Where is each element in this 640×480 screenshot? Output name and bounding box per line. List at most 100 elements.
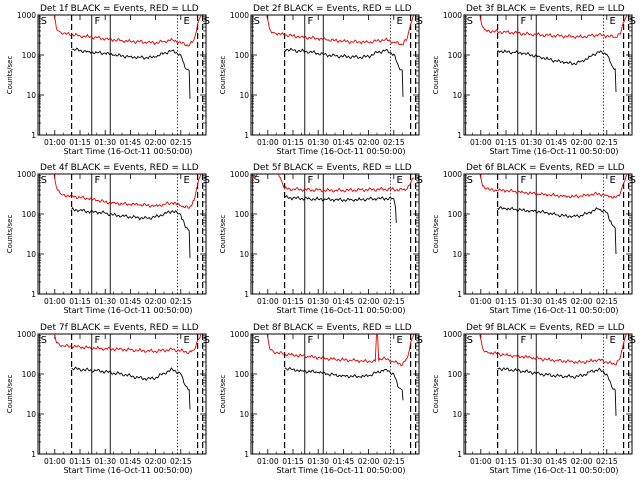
x-axis-label: Start Time (16-Oct-11 00:50:00) <box>276 466 405 475</box>
y-tick-label: 1000 <box>17 330 36 339</box>
chart-panel-7: Det 7f BLACK = Events, RED = LLD 1 10 100 10… <box>6 323 210 475</box>
y-axis-label: Counts/sec <box>432 375 440 414</box>
x-tick-label: 01:15 <box>495 138 517 147</box>
x-tick-label: 01:00 <box>470 457 492 466</box>
chart-panel-3: Det 3f BLACK = Events, RED = LLD 1 10 100 10… <box>432 4 636 156</box>
x-tick-label: 01:30 <box>94 297 116 306</box>
phase-marker-s: S <box>417 335 423 346</box>
x-tick-label: 01:30 <box>307 138 329 147</box>
chart-panel-9: Det 9f BLACK = Events, RED = LLD 1 10 100 10… <box>432 323 636 475</box>
y-axis-label: Counts/sec <box>6 56 14 95</box>
x-tick-label: 01:30 <box>307 297 329 306</box>
phase-marker-e: E <box>183 16 189 27</box>
x-tick-label: 02:00 <box>571 297 593 306</box>
plot-area <box>39 15 204 135</box>
chart-title: Det 1f BLACK = Events, RED = LLD <box>40 4 199 14</box>
y-axis-label: Counts/sec <box>219 375 227 414</box>
phase-marker-s: S <box>41 175 47 186</box>
phase-marker-e: E <box>183 175 189 186</box>
y-axis-label: Counts/sec <box>432 56 440 95</box>
phase-marker-e: E <box>609 16 615 27</box>
phase-marker-f: F <box>307 16 313 27</box>
lld-series-line <box>479 15 628 40</box>
lld-series-line <box>53 15 202 47</box>
chart-title: Det 3f BLACK = Events, RED = LLD <box>466 4 625 14</box>
phase-marker-f: F <box>520 175 526 186</box>
lld-series-line <box>266 334 415 367</box>
x-tick-label: 01:45 <box>120 297 142 306</box>
y-tick-label: 1000 <box>17 11 36 20</box>
x-tick-label: 02:15 <box>383 138 405 147</box>
y-tick-label: 10 <box>452 250 462 259</box>
plot-frame <box>250 14 420 136</box>
x-tick-label: 01:45 <box>546 138 568 147</box>
y-tick-label: 1 <box>31 450 36 459</box>
events-series-line <box>284 366 404 401</box>
lld-series-line <box>266 15 415 46</box>
x-tick-label: 01:30 <box>520 138 542 147</box>
x-tick-label: 01:00 <box>470 138 492 147</box>
y-tick-label: 100 <box>22 51 37 60</box>
y-tick-label: 100 <box>448 370 463 379</box>
phase-marker-f: F <box>520 335 526 346</box>
y-tick-label: 1000 <box>230 11 249 20</box>
y-tick-label: 1 <box>31 290 36 299</box>
plot-area <box>465 174 630 294</box>
y-tick-label: 100 <box>235 51 250 60</box>
x-tick-label: 02:15 <box>170 457 192 466</box>
y-tick-label: 1000 <box>443 330 462 339</box>
plot-frame <box>463 333 633 455</box>
x-tick-label: 01:00 <box>44 297 66 306</box>
phase-marker-s: S <box>204 335 210 346</box>
x-tick-label: 01:45 <box>333 457 355 466</box>
phase-marker-f: F <box>520 16 526 27</box>
y-tick-label: 100 <box>448 210 463 219</box>
x-tick-label: 01:45 <box>546 297 568 306</box>
phase-marker-f: F <box>307 175 313 186</box>
chart-panel-5: Det 5f BLACK = Events, RED = LLD 1 10 100 10… <box>219 163 423 315</box>
lld-series-line <box>53 174 202 209</box>
x-tick-label: 01:00 <box>44 138 66 147</box>
plot-frame <box>463 14 633 136</box>
chart-title: Det 4f BLACK = Events, RED = LLD <box>40 163 199 173</box>
lld-series-line <box>479 334 628 366</box>
x-axis-label: Start Time (16-Oct-11 00:50:00) <box>276 306 405 315</box>
phase-marker-s: S <box>41 16 47 27</box>
lld-series-line <box>251 174 415 193</box>
phase-marker-e: E <box>183 335 189 346</box>
x-tick-label: 01:00 <box>257 297 279 306</box>
events-series-line <box>497 367 617 416</box>
plot-area <box>252 334 417 454</box>
y-tick-label: 1 <box>457 290 462 299</box>
y-tick-label: 100 <box>22 370 37 379</box>
y-tick-label: 10 <box>26 410 36 419</box>
x-tick-label: 01:15 <box>69 297 91 306</box>
y-tick-label: 100 <box>235 210 250 219</box>
plot-area <box>465 334 630 454</box>
x-tick-label: 01:30 <box>307 457 329 466</box>
x-axis-label: Start Time (16-Oct-11 00:50:00) <box>489 466 618 475</box>
chart-panel-1: Det 1f BLACK = Events, RED = LLD 1 10 100 10… <box>6 4 210 156</box>
phase-marker-s: S <box>204 16 210 27</box>
y-tick-label: 10 <box>239 250 249 259</box>
phase-marker-e: E <box>609 335 615 346</box>
phase-marker-s: S <box>254 335 260 346</box>
x-tick-label: 02:15 <box>383 457 405 466</box>
plot-frame <box>250 333 420 455</box>
x-axis-label: Start Time (16-Oct-11 00:50:00) <box>63 306 192 315</box>
y-tick-label: 1000 <box>443 170 462 179</box>
x-tick-label: 01:00 <box>470 297 492 306</box>
x-axis-label: Start Time (16-Oct-11 00:50:00) <box>63 466 192 475</box>
chart-title: Det 2f BLACK = Events, RED = LLD <box>253 4 412 14</box>
phase-marker-s: S <box>630 175 636 186</box>
x-tick-label: 01:15 <box>69 457 91 466</box>
chart-title: Det 6f BLACK = Events, RED = LLD <box>466 163 625 173</box>
events-series-line <box>71 366 191 410</box>
y-axis-label: Counts/sec <box>219 56 227 95</box>
x-tick-label: 01:45 <box>333 138 355 147</box>
plot-frame <box>250 173 420 295</box>
phase-marker-f: F <box>94 175 100 186</box>
y-tick-label: 1000 <box>230 170 249 179</box>
chart-panel-2: Det 2f BLACK = Events, RED = LLD 1 10 100 10… <box>219 4 423 156</box>
